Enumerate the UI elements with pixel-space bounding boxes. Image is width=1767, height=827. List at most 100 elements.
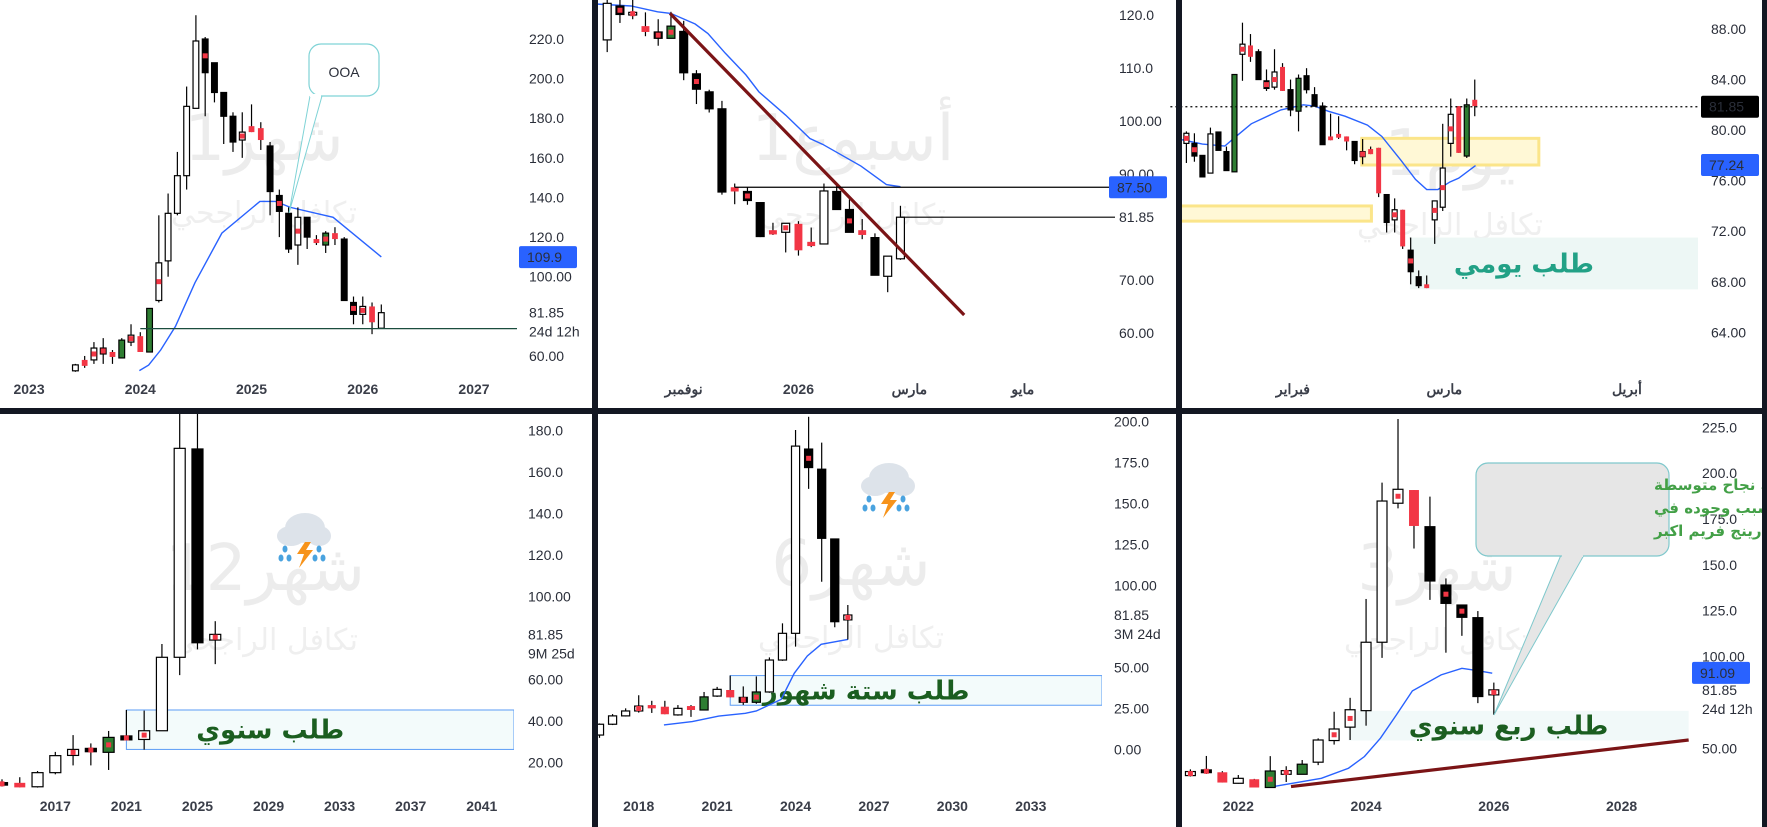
price-badge-label: 109.9 — [527, 249, 562, 265]
candle — [209, 621, 222, 665]
time-tick-label: 2027 — [458, 381, 489, 397]
candle — [313, 235, 320, 246]
candle — [1247, 34, 1253, 62]
candle — [201, 37, 209, 117]
candle — [751, 676, 761, 704]
candle — [1472, 611, 1484, 704]
candle-body — [1472, 617, 1484, 698]
candle — [1351, 140, 1358, 165]
candle — [1392, 419, 1404, 509]
candle-body — [1336, 133, 1342, 138]
candle-body — [1223, 151, 1230, 172]
zone-label: طلب سنوي — [196, 716, 344, 746]
candle-body — [858, 230, 867, 235]
candle-body — [192, 40, 200, 109]
price-tick-label: 125.0 — [1702, 603, 1737, 619]
candle-body — [1424, 284, 1430, 289]
candle-body — [1207, 133, 1214, 174]
candle-body — [1215, 131, 1222, 151]
candle-marker — [617, 7, 623, 13]
candle-body — [1383, 193, 1390, 223]
candle — [1424, 496, 1436, 600]
moving-average-line — [598, 3, 901, 188]
candle-marker — [239, 133, 245, 139]
zone-label: طلب يومي — [1454, 249, 1594, 279]
price-tick-label: 100.00 — [1119, 113, 1162, 129]
candle-body — [1255, 51, 1262, 81]
candle-body — [1247, 45, 1253, 57]
candle-marker — [1360, 151, 1366, 157]
panel-divider[interactable] — [1762, 0, 1767, 827]
zone-rect — [125, 709, 514, 750]
price-tick-label: 200.0 — [529, 71, 564, 87]
time-tick-label: 2025 — [236, 381, 267, 397]
candle — [817, 442, 827, 582]
candle-marker — [1392, 212, 1398, 218]
callout-pointer — [288, 95, 323, 214]
callout-annotation[interactable]: OOA — [288, 43, 380, 214]
zone-rect — [729, 675, 1102, 706]
candle — [620, 708, 631, 717]
candle — [1199, 154, 1206, 178]
candle-marker — [1183, 135, 1189, 141]
candle-body — [173, 175, 181, 214]
trend-line[interactable] — [1290, 738, 1689, 789]
callout-annotation[interactable]: احتمالية نجاح متوسطة بسبب وجوده في رينج فر… — [1475, 462, 1767, 716]
price-badge-label: 91.09 — [1700, 665, 1735, 681]
price-tick-label: 220.0 — [529, 31, 564, 47]
candle-marker — [845, 614, 851, 620]
candle-marker — [744, 193, 750, 199]
candle-marker — [141, 732, 147, 738]
callout-box — [1475, 462, 1670, 557]
panel-divider[interactable] — [592, 414, 598, 827]
panel-divider[interactable] — [0, 408, 1767, 414]
candle — [1383, 193, 1390, 233]
candle-body — [1472, 99, 1478, 107]
candle — [1280, 766, 1292, 782]
candle — [66, 735, 80, 766]
time-tick-label: 2022 — [1223, 798, 1254, 814]
panel-divider[interactable] — [1176, 414, 1182, 827]
candle — [1415, 270, 1422, 289]
candle — [1217, 771, 1228, 783]
panel-divider[interactable] — [1176, 0, 1182, 414]
moving-average-line — [663, 638, 848, 726]
candle — [1472, 79, 1478, 117]
candle — [1424, 275, 1430, 289]
candle-body — [71, 364, 79, 372]
candle-body — [641, 26, 650, 32]
trend-line[interactable] — [668, 12, 966, 317]
candle-marker — [1432, 207, 1438, 213]
candle — [1336, 116, 1342, 139]
candle — [647, 700, 656, 713]
candle — [155, 644, 169, 732]
panel-divider[interactable] — [592, 0, 598, 414]
candle — [781, 222, 791, 253]
candle-marker — [1443, 591, 1449, 597]
price-tick-label: 110.0 — [1119, 60, 1153, 76]
candle — [1440, 578, 1452, 653]
candle-marker — [1187, 771, 1193, 777]
price-tick-label: 68.00 — [1711, 274, 1746, 290]
candle — [1311, 87, 1318, 107]
candle — [14, 777, 26, 788]
last-price-bg — [1110, 606, 1168, 643]
candle — [1360, 598, 1372, 726]
time-tick-label: فبراير — [1275, 381, 1310, 398]
candle — [137, 332, 144, 352]
candle-body — [1424, 526, 1436, 582]
candle-body — [1360, 641, 1372, 712]
candle-body — [794, 223, 803, 251]
price-tick-label: 175.0 — [1702, 511, 1737, 527]
